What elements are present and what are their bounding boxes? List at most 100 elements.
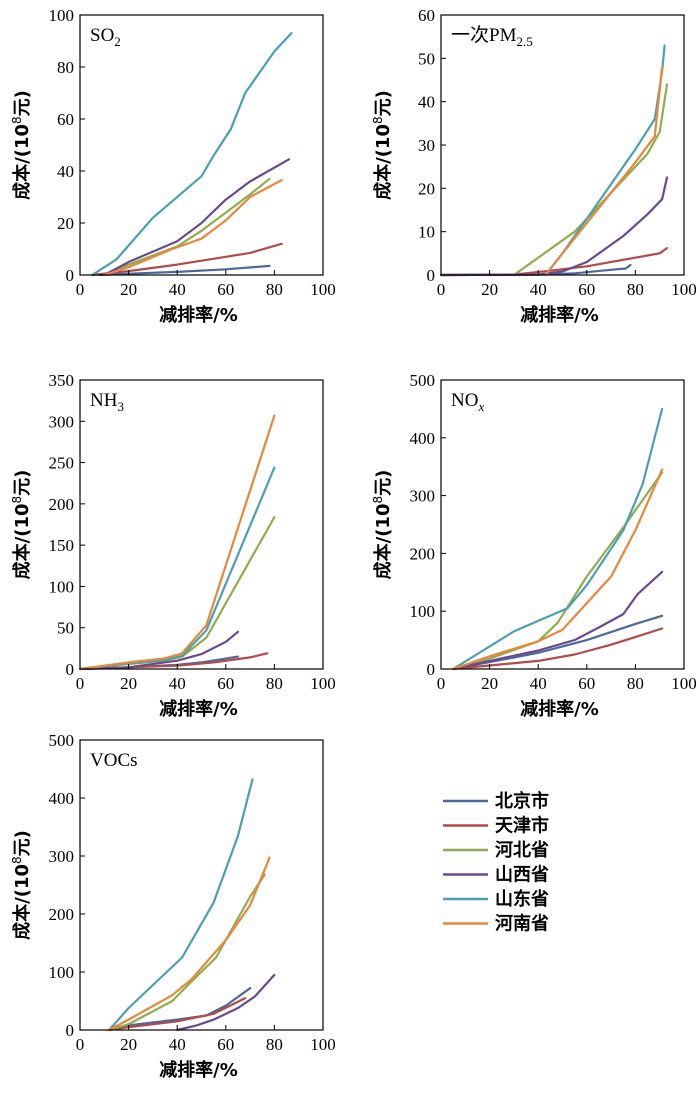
- x-tick-label: 60: [217, 280, 234, 299]
- x-tick-label: 0: [76, 280, 85, 299]
- x-tick-label: 80: [266, 1035, 283, 1054]
- y-tick-label: 100: [49, 6, 75, 25]
- x-tick-label: 40: [530, 280, 547, 299]
- series-line: [108, 873, 266, 1032]
- x-tick-label: 80: [266, 674, 283, 693]
- x-tick-label: 40: [169, 1035, 186, 1054]
- y-tick-label: 10: [418, 223, 435, 242]
- chart-panel: 0 20 40 60 80 100 0 20 40 60 80 100 SO2 减排率/% 成本/(108元…: [10, 6, 336, 326]
- y-tick-label: 350: [49, 371, 75, 390]
- plot-frame: [79, 14, 324, 276]
- x-tick-label: 40: [169, 280, 186, 299]
- legend-label: 河北省: [495, 839, 549, 861]
- series-line: [91, 32, 293, 277]
- y-axis-label: 成本/(108元): [371, 470, 394, 580]
- y-tick-label: 500: [49, 731, 75, 750]
- legend-label: 河南省: [495, 913, 549, 935]
- x-tick-label: 40: [169, 674, 186, 693]
- x-axis-label: 减排率/%: [159, 1059, 238, 1081]
- y-tick-label: 0: [427, 266, 436, 285]
- x-tick-label: 60: [217, 1035, 234, 1054]
- legend-label: 山西省: [495, 864, 549, 886]
- x-tick-label: 60: [578, 280, 595, 299]
- x-tick-label: 20: [120, 280, 137, 299]
- y-tick-label: 80: [57, 58, 74, 77]
- y-tick-label: 400: [410, 429, 436, 448]
- chart-panel: 0 20 40 60 80 100 0 100 200 300 400 500 VOCs 减排率/% 成本/…: [10, 731, 336, 1081]
- x-axis-label: 减排率/%: [520, 698, 599, 720]
- plot-frame: [79, 379, 324, 670]
- chart-panel: 0 20 40 60 80 100 0 100 200 300 400 500 NOx 减排率/% 成本/(…: [371, 371, 697, 720]
- y-tick-label: 300: [49, 412, 75, 431]
- series-line: [452, 627, 664, 671]
- y-tick-label: 0: [66, 266, 75, 285]
- x-tick-label: 80: [627, 674, 644, 693]
- legend-entry: 山西省: [443, 864, 549, 886]
- y-tick-label: 60: [418, 6, 435, 25]
- y-axis-label: 成本/(108元): [10, 830, 33, 940]
- y-tick-label: 100: [49, 577, 75, 596]
- series-line: [103, 158, 291, 277]
- x-tick-label: 0: [76, 674, 85, 693]
- x-tick-label: 100: [671, 674, 697, 693]
- series-line: [452, 468, 664, 671]
- y-tick-label: 0: [427, 660, 436, 679]
- x-tick-label: 60: [217, 674, 234, 693]
- y-tick-label: 100: [410, 602, 436, 621]
- x-tick-label: 80: [627, 280, 644, 299]
- x-tick-label: 60: [578, 674, 595, 693]
- panel-title: NOx: [451, 390, 484, 414]
- y-tick-label: 500: [410, 371, 436, 390]
- legend-label: 天津市: [495, 815, 549, 837]
- x-axis-label: 减排率/%: [159, 698, 238, 720]
- y-tick-label: 50: [57, 619, 74, 638]
- series-line: [452, 570, 664, 671]
- x-tick-label: 0: [76, 1035, 85, 1054]
- series-line: [176, 973, 276, 1032]
- y-tick-label: 60: [57, 110, 74, 129]
- x-axis-label: 减排率/%: [520, 304, 599, 326]
- plot-frame: [79, 739, 324, 1031]
- x-tick-label: 100: [310, 1035, 336, 1054]
- y-tick-label: 40: [418, 93, 435, 112]
- y-tick-label: 50: [418, 49, 435, 68]
- x-tick-label: 40: [530, 674, 547, 693]
- y-tick-label: 40: [57, 162, 74, 181]
- legend-entry: 山东省: [443, 888, 549, 910]
- series-line: [439, 263, 632, 277]
- x-axis-label: 减排率/%: [159, 304, 238, 326]
- panel-title: 一次PM2.5: [451, 24, 533, 49]
- series-line: [78, 630, 240, 671]
- legend-entry: 河北省: [443, 839, 549, 861]
- y-axis-label: 成本/(108元): [10, 470, 33, 580]
- series-line: [544, 65, 664, 277]
- y-tick-label: 200: [49, 495, 75, 514]
- series-line: [439, 247, 669, 277]
- panel-title: NH3: [90, 390, 124, 414]
- panel-title: VOCs: [90, 750, 138, 771]
- y-tick-label: 200: [49, 905, 75, 924]
- y-tick-label: 200: [410, 544, 436, 563]
- x-tick-label: 100: [671, 280, 697, 299]
- series-line: [103, 179, 283, 277]
- y-tick-label: 0: [66, 660, 75, 679]
- series-line: [108, 997, 247, 1032]
- x-tick-label: 20: [120, 1035, 137, 1054]
- series-line: [103, 177, 271, 277]
- y-tick-label: 20: [418, 179, 435, 198]
- series-line: [108, 856, 271, 1032]
- y-axis-label: 成本/(108元): [10, 90, 33, 200]
- y-axis-label: 成本/(108元): [371, 90, 394, 200]
- y-tick-label: 300: [410, 487, 436, 506]
- y-tick-label: 20: [57, 214, 74, 233]
- series-line: [439, 176, 669, 277]
- legend-label: 北京市: [495, 790, 549, 812]
- y-tick-label: 100: [49, 963, 75, 982]
- legend-entry: 北京市: [443, 790, 549, 812]
- y-tick-label: 300: [49, 847, 75, 866]
- x-tick-label: 100: [310, 280, 336, 299]
- chart-panel: 0 20 40 60 80 100 0 10 20 30 40 50 60 一次PM2.5 减排率/% 成本/…: [371, 6, 697, 326]
- legend-entry: 天津市: [443, 815, 549, 837]
